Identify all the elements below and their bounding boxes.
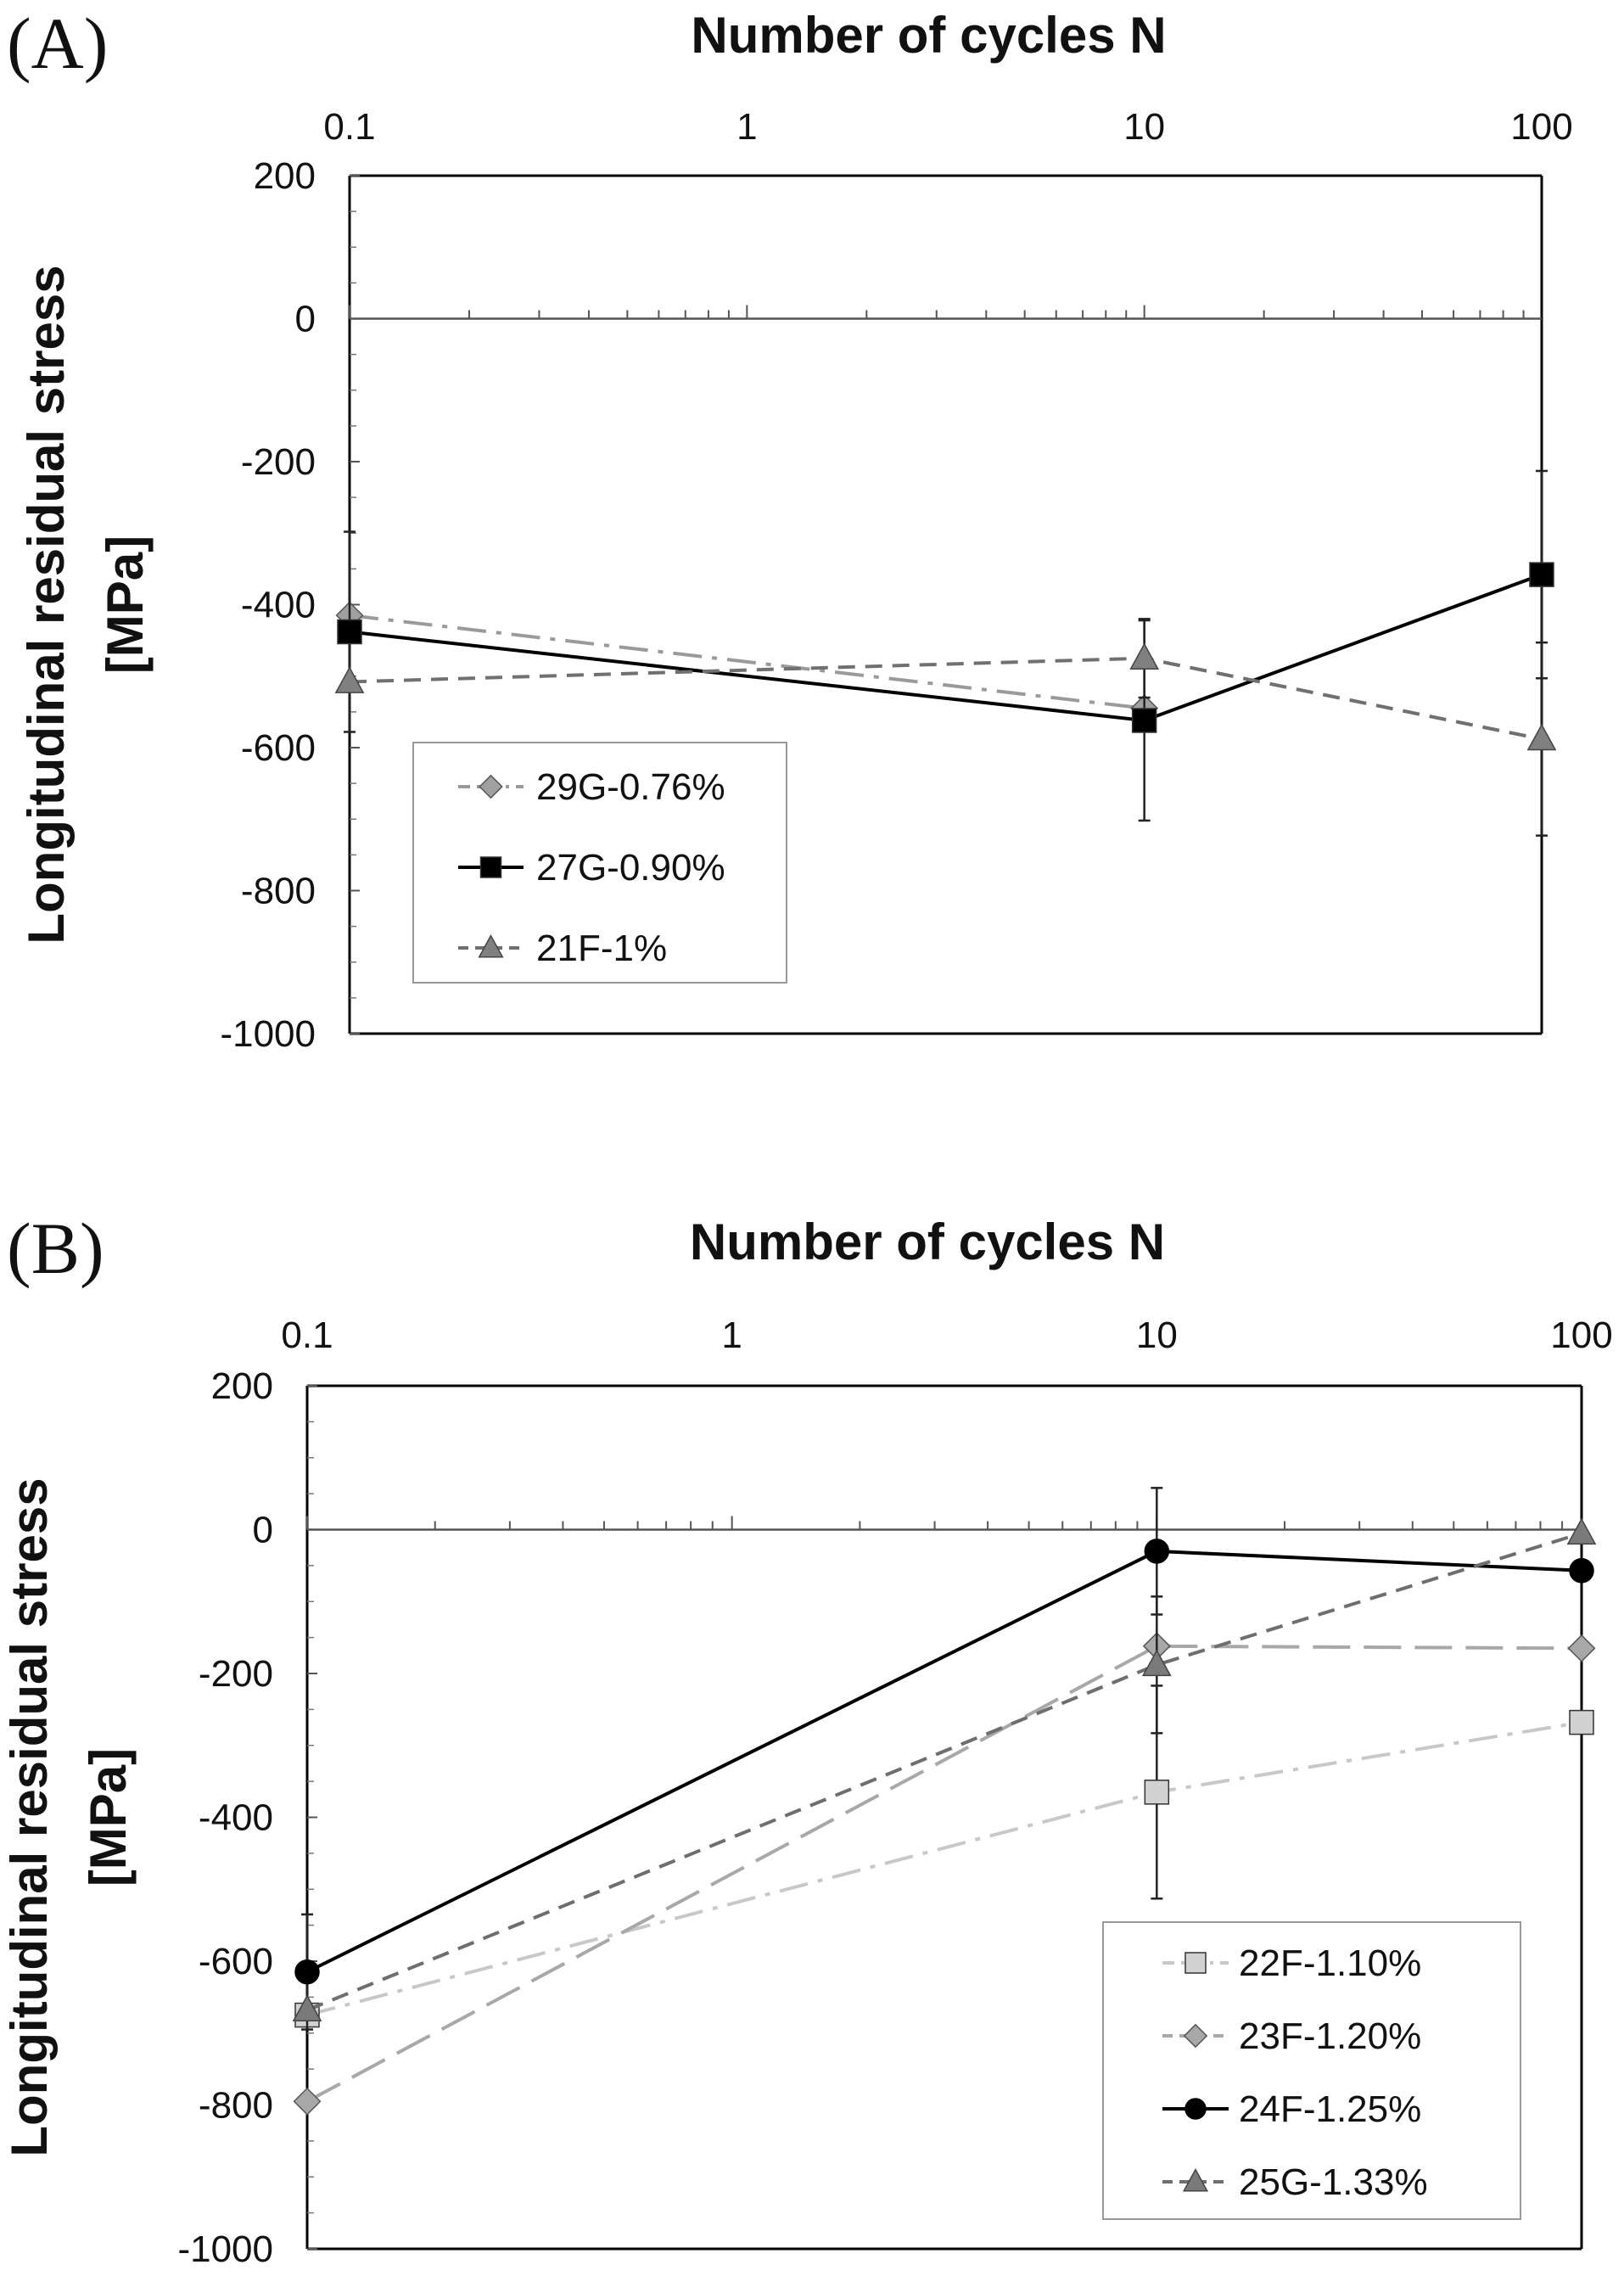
- series-21F-1%: [334, 618, 1557, 837]
- y-tick-label: 200: [211, 1365, 273, 1407]
- data-point: [1529, 562, 1554, 587]
- x-axis-title: Number of cycles N: [691, 7, 1166, 64]
- series-27G-0.90%: [337, 469, 1554, 822]
- legend-box: [412, 742, 787, 984]
- series-line: [349, 573, 1543, 723]
- y-tick-label: -400: [199, 1797, 273, 1839]
- series-line: [306, 1644, 1582, 2104]
- y-axis-title-line-2: [MPa]: [97, 535, 154, 674]
- y-tick-label: -1000: [220, 1013, 316, 1055]
- y-tick-label: -200: [241, 441, 316, 483]
- x-tick-label: 10: [1123, 106, 1165, 148]
- data-point: [337, 619, 362, 645]
- legend: 22F-1.10% 23F-1.20% 24F-1.25% 25G-1.33%: [1102, 1921, 1521, 2220]
- y-axis-title-line-2: [MPa]: [80, 1748, 137, 1886]
- legend: 29G-0.76% 27G-0.90% 21F-1%: [412, 742, 787, 984]
- panel-label: (A): [7, 3, 108, 84]
- legend-label: 22F-1.10%: [1239, 1942, 1421, 1984]
- data-point: [293, 2087, 322, 2116]
- data-point: [1144, 1780, 1170, 1805]
- data-point: [1144, 1539, 1170, 1564]
- y-tick-label: 0: [253, 1510, 273, 1551]
- x-axis-title: Number of cycles N: [690, 1214, 1165, 1270]
- data-point: [1569, 1709, 1594, 1735]
- y-tick-label: 0: [295, 299, 316, 340]
- y-axis-title-line-1: Longitudinal residual stress: [18, 265, 75, 944]
- legend-label: 25G-1.33%: [1239, 2161, 1428, 2203]
- legend-marker: [479, 856, 502, 878]
- data-point: [334, 666, 365, 693]
- data-point: [1131, 708, 1157, 733]
- legend-marker: [1182, 2168, 1209, 2192]
- y-axis-title-line-1: Longitudinal residual stress: [1, 1477, 58, 2156]
- data-point: [1566, 1517, 1597, 1545]
- legend-marker: [1184, 1952, 1207, 1974]
- data-point: [1129, 642, 1160, 670]
- legend-marker: [478, 934, 504, 958]
- y-tick-label: -800: [199, 2085, 273, 2127]
- legend-marker: [1183, 2023, 1208, 2049]
- legend-box: [1102, 1921, 1521, 2220]
- y-tick-label: -400: [241, 585, 316, 626]
- data-point: [294, 1959, 320, 1985]
- y-tick-label: 200: [254, 155, 316, 197]
- legend-label: 23F-1.20%: [1239, 2015, 1421, 2057]
- legend-label: 27G-0.90%: [536, 847, 725, 889]
- x-tick-label: 0.1: [281, 1315, 333, 1356]
- x-tick-label: 10: [1136, 1315, 1178, 1356]
- y-tick-label: -800: [241, 871, 316, 912]
- data-point: [1141, 1649, 1172, 1677]
- data-point: [1569, 1558, 1594, 1584]
- legend-label: 24F-1.25%: [1239, 2088, 1421, 2130]
- data-point: [292, 1994, 322, 2021]
- chart-panel-b: (B) Number of cycles N Longitudinal residu…: [1, 1208, 1613, 2270]
- y-tick-label: -600: [199, 1941, 273, 1982]
- legend-label: 29G-0.76%: [536, 766, 725, 808]
- y-tick-label: -1000: [177, 2228, 273, 2270]
- chart-panel-a: (A) Number of cycles N Longitudinal residu…: [7, 3, 1573, 1055]
- series-line: [306, 1531, 1582, 2012]
- x-tick-label: 100: [1550, 1315, 1612, 1356]
- series-line: [349, 614, 1145, 710]
- legend-marker: [1184, 2098, 1207, 2120]
- panel-label: (B): [7, 1208, 104, 1289]
- y-tick-label: -600: [241, 727, 316, 769]
- y-tick-label: -200: [199, 1653, 273, 1695]
- legend-marker: [479, 774, 503, 799]
- x-tick-label: 1: [736, 106, 757, 148]
- data-point: [1526, 723, 1557, 751]
- x-tick-label: 1: [721, 1315, 742, 1356]
- x-tick-label: 0.1: [323, 106, 375, 148]
- data-point: [1567, 1634, 1596, 1662]
- x-tick-label: 100: [1510, 106, 1572, 148]
- legend-label: 21F-1%: [536, 928, 667, 969]
- series-25G-1.33%: [292, 1517, 1597, 2021]
